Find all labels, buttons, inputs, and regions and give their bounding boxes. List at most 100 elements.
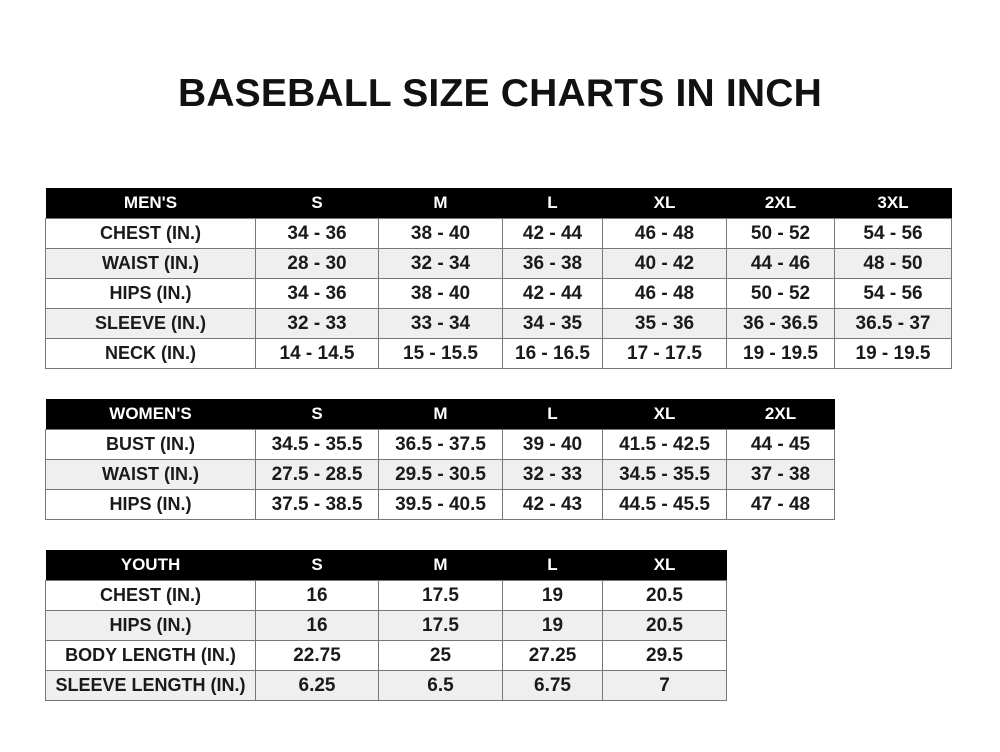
size-value: 36.5 - 37.5 — [378, 429, 503, 460]
size-header: S — [255, 550, 379, 581]
measurement-label: WAIST (IN.) — [45, 459, 256, 490]
size-value: 6.75 — [502, 670, 603, 701]
size-value: 19 - 19.5 — [834, 338, 952, 369]
size-value: 14 - 14.5 — [255, 338, 379, 369]
size-value: 17.5 — [378, 610, 503, 641]
size-value: 42 - 44 — [502, 218, 603, 249]
size-value: 48 - 50 — [834, 248, 952, 279]
size-value: 16 — [255, 580, 379, 611]
size-value: 20.5 — [602, 580, 727, 611]
measurement-label: SLEEVE LENGTH (IN.) — [45, 670, 256, 701]
measurement-label: NECK (IN.) — [45, 338, 256, 369]
table-row: WAIST (IN.) 27.5 - 28.5 29.5 - 30.5 32 - 33… — [45, 459, 835, 490]
size-value: 15 - 15.5 — [378, 338, 503, 369]
table-row: HIPS (IN.) 37.5 - 38.5 39.5 - 40.5 42 - 43 4… — [45, 489, 835, 520]
table-row: SLEEVE (IN.) 32 - 33 33 - 34 34 - 35 35 - 36… — [45, 308, 952, 339]
measurement-label: HIPS (IN.) — [45, 489, 256, 520]
size-value: 42 - 44 — [502, 278, 603, 309]
size-value: 34.5 - 35.5 — [255, 429, 379, 460]
size-value: 16 — [255, 610, 379, 641]
size-header: M — [378, 188, 503, 219]
size-value: 6.5 — [378, 670, 503, 701]
size-header: L — [502, 188, 603, 219]
size-value: 6.25 — [255, 670, 379, 701]
category-header: WOMEN'S — [45, 399, 256, 430]
measurement-label: SLEEVE (IN.) — [45, 308, 256, 339]
size-value: 50 - 52 — [726, 278, 835, 309]
page-title: BASEBALL SIZE CHARTS IN INCH — [177, 72, 823, 115]
mens-size-table: MEN'S S M L XL 2XL 3XL CHEST (IN.) 34 - 36 38 - 4… — [45, 188, 952, 369]
size-header: 2XL — [726, 399, 835, 430]
size-value: 19 - 19.5 — [726, 338, 835, 369]
table-row: BUST (IN.) 34.5 - 35.5 36.5 - 37.5 39 - 40 4… — [45, 429, 835, 460]
table-row: HIPS (IN.) 34 - 36 38 - 40 42 - 44 46 - 48 50… — [45, 278, 952, 309]
size-value: 37 - 38 — [726, 459, 835, 490]
measurement-label: HIPS (IN.) — [45, 610, 256, 641]
size-value: 46 - 48 — [602, 278, 727, 309]
size-value: 17 - 17.5 — [602, 338, 727, 369]
size-value: 17.5 — [378, 580, 503, 611]
size-value: 27.25 — [502, 640, 603, 671]
size-value: 34 - 36 — [255, 278, 379, 309]
size-value: 37.5 - 38.5 — [255, 489, 379, 520]
header-row: MEN'S S M L XL 2XL 3XL — [45, 188, 952, 219]
table-row: CHEST (IN.) 34 - 36 38 - 40 42 - 44 46 - 48 5… — [45, 218, 952, 249]
size-value: 46 - 48 — [602, 218, 727, 249]
measurement-label: BUST (IN.) — [45, 429, 256, 460]
header-row: YOUTH S M L XL — [45, 550, 727, 581]
size-value: 33 - 34 — [378, 308, 503, 339]
measurement-label: WAIST (IN.) — [45, 248, 256, 279]
size-value: 32 - 33 — [255, 308, 379, 339]
measurement-label: BODY LENGTH (IN.) — [45, 640, 256, 671]
size-value: 54 - 56 — [834, 218, 952, 249]
womens-size-table: WOMEN'S S M L XL 2XL BUST (IN.) 34.5 - 35.5 36.5… — [45, 399, 835, 520]
size-value: 38 - 40 — [378, 218, 503, 249]
youth-size-table: YOUTH S M L XL CHEST (IN.) 16 17.5 19 20.5 HIPS (I… — [45, 550, 727, 701]
category-header: MEN'S — [45, 188, 256, 219]
size-value: 32 - 33 — [502, 459, 603, 490]
size-header: M — [378, 399, 503, 430]
size-value: 32 - 34 — [378, 248, 503, 279]
size-header: S — [255, 399, 379, 430]
size-value: 25 — [378, 640, 503, 671]
measurement-label: HIPS (IN.) — [45, 278, 256, 309]
size-value: 16 - 16.5 — [502, 338, 603, 369]
table-row: NECK (IN.) 14 - 14.5 15 - 15.5 16 - 16.5 17 … — [45, 338, 952, 369]
measurement-label: CHEST (IN.) — [45, 218, 256, 249]
header-row: WOMEN'S S M L XL 2XL — [45, 399, 835, 430]
category-header: YOUTH — [45, 550, 256, 581]
size-value: 38 - 40 — [378, 278, 503, 309]
table-row: SLEEVE LENGTH (IN.) 6.25 6.5 6.75 7 — [45, 670, 727, 701]
size-value: 19 — [502, 610, 603, 641]
size-value: 28 - 30 — [255, 248, 379, 279]
size-value: 34 - 36 — [255, 218, 379, 249]
size-value: 35 - 36 — [602, 308, 727, 339]
size-value: 34.5 - 35.5 — [602, 459, 727, 490]
size-value: 39 - 40 — [502, 429, 603, 460]
size-value: 29.5 - 30.5 — [378, 459, 503, 490]
size-value: 39.5 - 40.5 — [378, 489, 503, 520]
measurement-label: CHEST (IN.) — [45, 580, 256, 611]
size-header: XL — [602, 188, 727, 219]
size-value: 19 — [502, 580, 603, 611]
size-header: 3XL — [834, 188, 952, 219]
table-row: HIPS (IN.) 16 17.5 19 20.5 — [45, 610, 727, 641]
size-header: M — [378, 550, 503, 581]
size-header: 2XL — [726, 188, 835, 219]
size-value: 44 - 46 — [726, 248, 835, 279]
size-header: L — [502, 399, 603, 430]
size-value: 40 - 42 — [602, 248, 727, 279]
table-row: CHEST (IN.) 16 17.5 19 20.5 — [45, 580, 727, 611]
size-value: 47 - 48 — [726, 489, 835, 520]
size-value: 27.5 - 28.5 — [255, 459, 379, 490]
size-value: 54 - 56 — [834, 278, 952, 309]
table-row: BODY LENGTH (IN.) 22.75 25 27.25 29.5 — [45, 640, 727, 671]
size-value: 20.5 — [602, 610, 727, 641]
size-header: XL — [602, 550, 727, 581]
size-value: 41.5 - 42.5 — [602, 429, 727, 460]
size-header: L — [502, 550, 603, 581]
size-value: 50 - 52 — [726, 218, 835, 249]
size-value: 29.5 — [602, 640, 727, 671]
size-value: 22.75 — [255, 640, 379, 671]
size-value: 7 — [602, 670, 727, 701]
